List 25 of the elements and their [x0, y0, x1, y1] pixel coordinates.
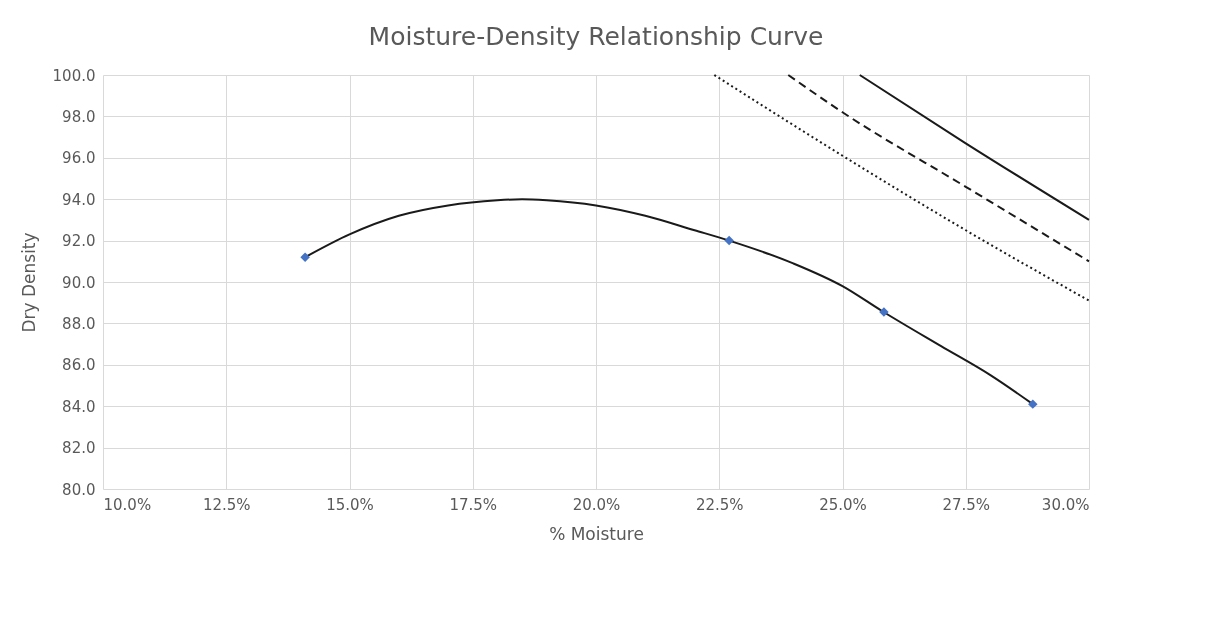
y-tick-label: 90.0: [62, 273, 96, 292]
y-tick-label: 92.0: [62, 232, 96, 251]
y-tick-label: 82.0: [62, 439, 96, 458]
x-tick-label: 22.5%: [695, 495, 744, 514]
y-tick-label: 88.0: [62, 314, 96, 333]
y-axis-title: Dry Density: [18, 232, 39, 333]
x-tick-label: 12.5%: [202, 495, 251, 514]
x-tick-label: 15.0%: [326, 495, 374, 514]
x-axis-title: % Moisture: [549, 523, 644, 544]
y-tick-label: 96.0: [62, 149, 96, 168]
chart-title: Moisture-Density Relationship Curve: [368, 22, 824, 51]
line-series: [787, 74, 1090, 263]
line-series: [713, 74, 1090, 302]
x-tick-label: 30.0%: [1041, 495, 1090, 514]
y-tick-label: 100.0: [52, 66, 96, 85]
y-tick-label: 94.0: [62, 190, 96, 209]
y-tick-label: 86.0: [62, 356, 96, 375]
y-tick-label: 84.0: [62, 397, 96, 416]
x-tick-label: 25.0%: [819, 495, 867, 514]
x-tick-label: 17.5%: [449, 495, 498, 514]
y-tick-label: 98.0: [62, 107, 96, 126]
x-tick-label: 27.5%: [942, 495, 991, 514]
x-tick-label: 20.0%: [572, 495, 621, 514]
y-tick-label: 80.0: [62, 480, 96, 499]
x-tick-label: 10.0%: [103, 495, 152, 514]
